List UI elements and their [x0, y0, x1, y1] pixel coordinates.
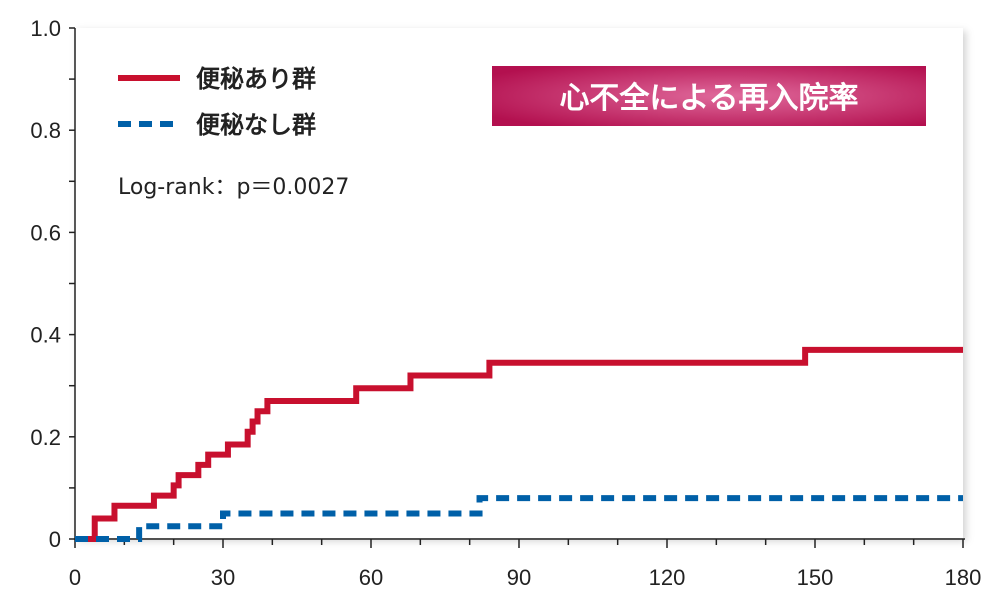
- x-tick-label: 30: [211, 565, 235, 590]
- x-axis-ticks: 0 30 60 90 120 150 180: [69, 539, 981, 590]
- chart-title: 心不全による再入院率: [559, 81, 858, 116]
- y-tick-label: 1.0: [30, 16, 61, 41]
- x-tick-label: 150: [797, 565, 834, 590]
- series-layer: [75, 346, 963, 542]
- y-tick-label: 0.8: [30, 118, 61, 143]
- series-line-0: [75, 346, 963, 542]
- y-axis-ticks: 0 0.2 0.4 0.6 0.8 1.0: [30, 16, 75, 552]
- chart-title-badge: 心不全による再入院率: [492, 66, 926, 126]
- x-tick-label: 180: [945, 565, 982, 590]
- x-tick-label: 60: [359, 565, 383, 590]
- y-tick-label: 0.4: [30, 323, 61, 348]
- log-rank-annotation: Log-rank：p＝0.0027: [118, 175, 349, 200]
- y-tick-label: 0.2: [30, 425, 61, 450]
- x-tick-label: 120: [649, 565, 686, 590]
- series-line-1: [75, 495, 963, 542]
- legend-label-without-constipation: 便秘なし群: [196, 111, 316, 139]
- y-tick-label: 0: [49, 527, 61, 552]
- x-tick-label: 90: [507, 565, 531, 590]
- x-tick-label: 0: [69, 565, 81, 590]
- y-tick-label: 0.6: [30, 220, 61, 245]
- legend: 便秘あり群 便秘なし群: [118, 65, 316, 139]
- legend-label-with-constipation: 便秘あり群: [196, 65, 316, 93]
